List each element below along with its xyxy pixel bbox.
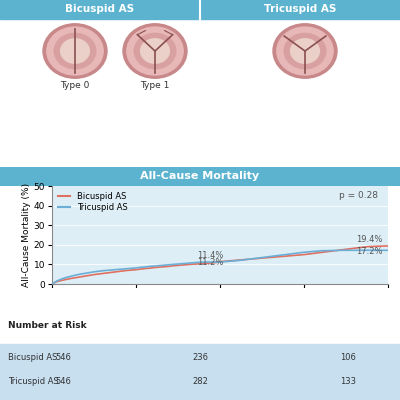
Bar: [0, 344, 400, 400]
Circle shape: [123, 24, 187, 78]
Text: 546: 546: [55, 354, 71, 362]
Text: All-Cause Mortality: All-Cause Mortality: [140, 171, 260, 181]
Text: Tricuspid AS: Tricuspid AS: [8, 378, 59, 386]
Circle shape: [47, 27, 103, 75]
Text: 106: 106: [340, 354, 356, 362]
Circle shape: [284, 33, 326, 69]
Text: Number at Risk: Number at Risk: [8, 322, 87, 330]
Circle shape: [273, 24, 337, 78]
Text: 17.2%: 17.2%: [356, 247, 382, 256]
Circle shape: [141, 39, 170, 63]
Legend: Bicuspid AS, Tricuspid AS: Bicuspid AS, Tricuspid AS: [56, 190, 130, 214]
Text: 546: 546: [55, 378, 71, 386]
Circle shape: [127, 27, 183, 75]
Bar: [200, 0, 400, 19]
Text: Type 1: Type 1: [140, 80, 170, 90]
Text: Bicuspid AS: Bicuspid AS: [66, 4, 134, 14]
Circle shape: [134, 33, 176, 69]
Circle shape: [61, 39, 90, 63]
Bar: [0, 0, 200, 19]
Circle shape: [54, 33, 96, 69]
Circle shape: [43, 24, 107, 78]
Text: 11.4%: 11.4%: [198, 250, 224, 260]
Text: 19.4%: 19.4%: [356, 235, 382, 244]
Y-axis label: All-Cause Mortality (%): All-Cause Mortality (%): [22, 183, 31, 287]
Text: 236: 236: [192, 354, 208, 362]
Text: 282: 282: [192, 378, 208, 386]
Circle shape: [277, 27, 333, 75]
Text: 133: 133: [340, 378, 356, 386]
Text: 11.2%: 11.2%: [198, 258, 224, 267]
Text: Type 0: Type 0: [60, 80, 90, 90]
Text: Bicuspid AS: Bicuspid AS: [8, 354, 57, 362]
Text: Tricuspid AS: Tricuspid AS: [264, 4, 336, 14]
Circle shape: [290, 39, 319, 63]
Text: p = 0.28: p = 0.28: [339, 191, 378, 200]
X-axis label: Days: Days: [208, 303, 232, 313]
